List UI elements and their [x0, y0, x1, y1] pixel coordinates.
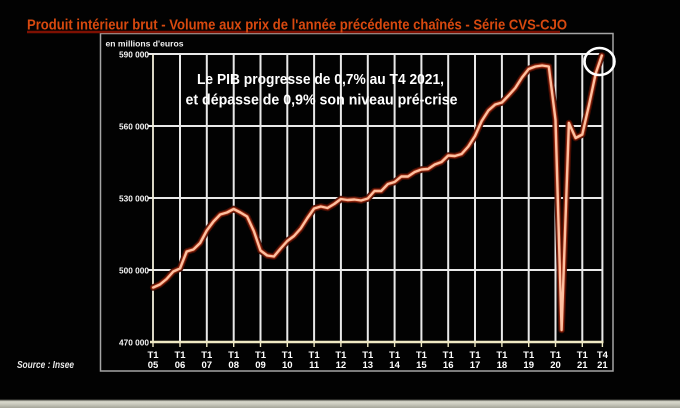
svg-text:T1: T1: [416, 350, 428, 361]
svg-text:T1: T1: [496, 350, 508, 361]
svg-text:18: 18: [497, 360, 508, 371]
svg-text:500 000: 500 000: [119, 266, 149, 276]
svg-text:T4: T4: [597, 350, 609, 361]
svg-text:14: 14: [389, 360, 400, 371]
svg-text:T1: T1: [443, 350, 455, 361]
svg-text:Source : Insee: Source : Insee: [17, 360, 74, 371]
svg-text:07: 07: [202, 360, 213, 371]
svg-text:15: 15: [416, 360, 427, 371]
svg-text:T1: T1: [577, 350, 589, 361]
svg-text:470 000: 470 000: [119, 338, 149, 348]
svg-text:560 000: 560 000: [119, 122, 149, 132]
svg-text:06: 06: [175, 360, 186, 371]
svg-text:T1: T1: [282, 350, 294, 361]
svg-text:21: 21: [577, 360, 588, 371]
svg-text:T1: T1: [147, 350, 159, 361]
svg-text:05: 05: [148, 360, 159, 371]
svg-text:T1: T1: [255, 350, 267, 361]
svg-text:09: 09: [255, 360, 266, 371]
svg-text:et dépasse de 0,9% son niveau: et dépasse de 0,9% son niveau pré-crise: [186, 93, 458, 109]
svg-text:590 000: 590 000: [119, 50, 149, 60]
svg-text:20: 20: [550, 360, 561, 371]
svg-text:21: 21: [597, 360, 608, 371]
svg-text:T1: T1: [228, 350, 240, 361]
svg-text:16: 16: [443, 360, 454, 371]
svg-text:T1: T1: [523, 350, 535, 361]
svg-text:08: 08: [228, 360, 239, 371]
svg-text:T1: T1: [335, 350, 347, 361]
svg-text:T1: T1: [362, 350, 374, 361]
svg-text:11: 11: [309, 360, 320, 371]
svg-text:en millions d'euros: en millions d'euros: [106, 39, 184, 49]
svg-text:T1: T1: [550, 350, 562, 361]
svg-text:T1: T1: [201, 350, 213, 361]
svg-text:Produit intérieur brut - Volum: Produit intérieur brut - Volume aux prix…: [27, 17, 567, 34]
svg-text:10: 10: [282, 360, 293, 371]
svg-text:Le PIB progresse de 0,7% au T4: Le PIB progresse de 0,7% au T4 2021,: [197, 72, 444, 88]
svg-text:T1: T1: [389, 350, 401, 361]
svg-text:T1: T1: [469, 350, 481, 361]
svg-text:17: 17: [470, 360, 481, 371]
svg-text:12: 12: [336, 360, 347, 371]
svg-text:T1: T1: [174, 350, 186, 361]
svg-text:19: 19: [523, 360, 534, 371]
svg-text:T1: T1: [309, 350, 321, 361]
svg-text:13: 13: [363, 360, 374, 371]
svg-text:530 000: 530 000: [119, 194, 149, 204]
